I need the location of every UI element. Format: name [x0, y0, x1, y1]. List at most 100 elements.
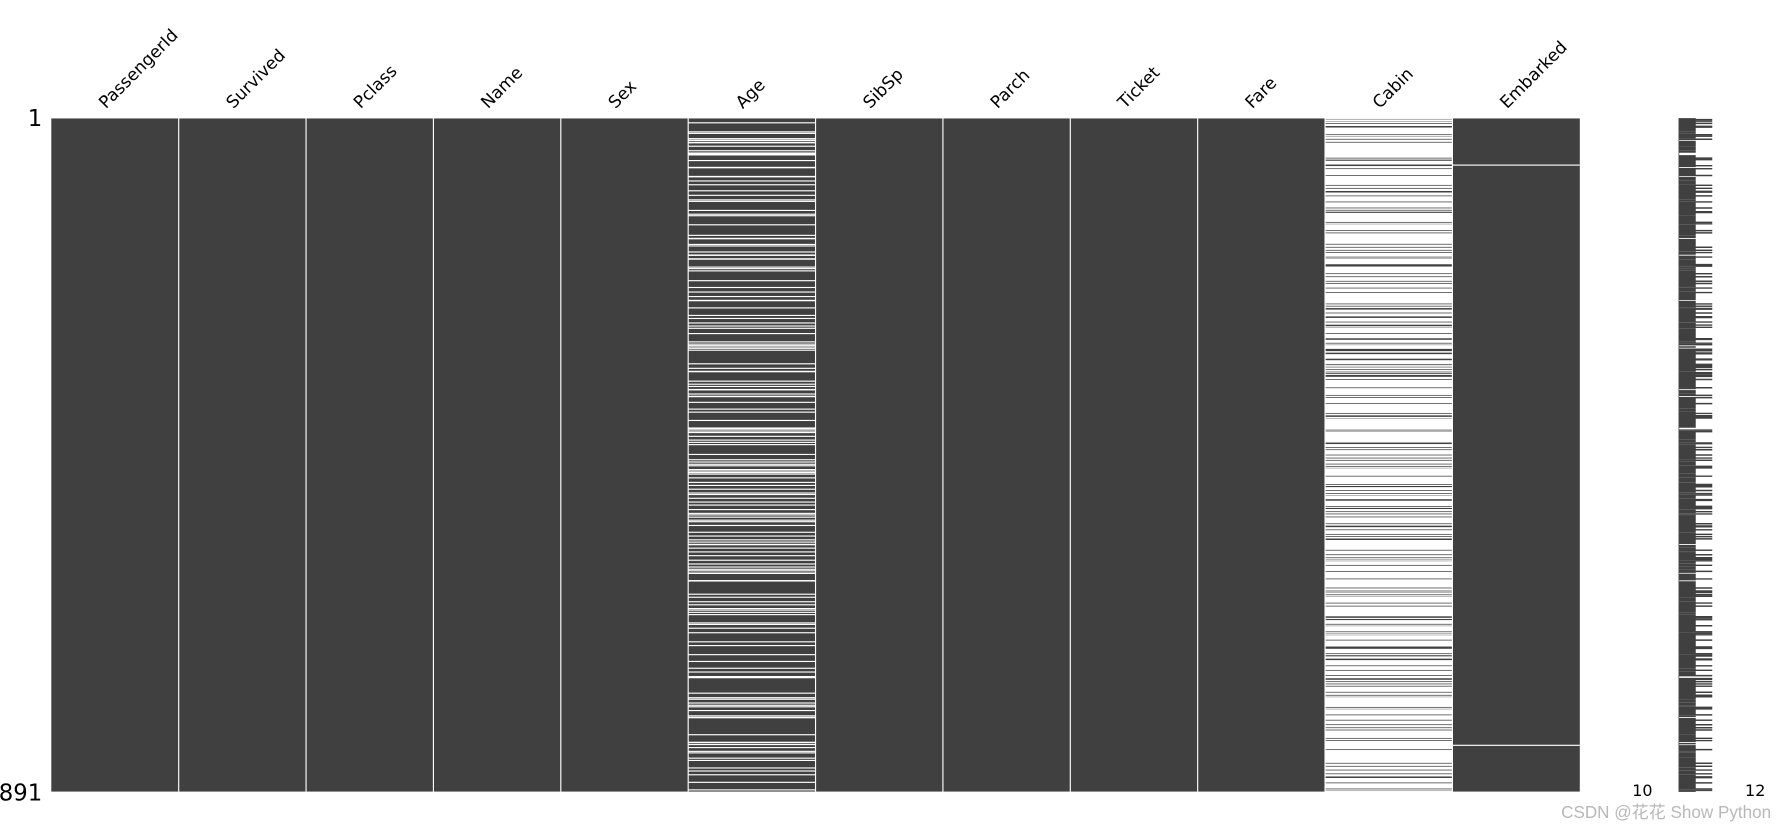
missing-cell: [1325, 345, 1453, 349]
missing-cell: [688, 224, 816, 226]
missing-cell: [688, 317, 816, 320]
missing-cell: [1325, 725, 1453, 728]
missing-cell: [1325, 185, 1453, 188]
missing-cell: [1325, 738, 1453, 741]
missing-cell: [1325, 783, 1453, 789]
missing-cell: [1325, 493, 1453, 496]
missing-cell: [1325, 592, 1453, 595]
missing-cell: [688, 470, 816, 472]
missing-cell: [1325, 339, 1453, 343]
missing-cell: [688, 704, 816, 706]
missing-cell: [688, 757, 816, 759]
column-present: [1452, 118, 1580, 792]
missing-cell: [1325, 476, 1453, 485]
missing-cell: [688, 408, 816, 410]
missing-cell: [1325, 624, 1453, 626]
missing-cell: [1325, 327, 1453, 334]
missing-cell: [688, 150, 816, 152]
missing-cell: [1325, 418, 1453, 430]
column-label: Cabin: [1369, 64, 1418, 113]
missing-cell: [688, 411, 816, 413]
missing-cell: [1325, 540, 1453, 550]
missing-cell: [688, 645, 816, 647]
missing-cell: [688, 245, 816, 247]
missing-cell: [1325, 281, 1453, 284]
missing-cell: [1325, 534, 1453, 537]
missing-cell: [1325, 142, 1453, 158]
missing-cell: [1325, 707, 1453, 709]
missing-cell: [1325, 224, 1453, 231]
missing-cell: [1325, 158, 1453, 160]
missing-cell: [1325, 730, 1453, 738]
missing-cell: [1325, 188, 1453, 191]
missing-cell: [688, 572, 816, 575]
missing-cell: [1325, 210, 1453, 212]
missing-cell: [688, 541, 816, 543]
sparkline-max-label: 12: [1745, 781, 1765, 800]
missing-cell: [1325, 660, 1453, 666]
missing-cell: [1325, 430, 1453, 432]
missing-cell: [688, 504, 816, 506]
missing-cell: [1325, 774, 1453, 777]
missing-cell: [688, 327, 816, 329]
missing-cell: [688, 393, 816, 395]
missing-cell: [688, 514, 816, 516]
missing-cell: [1325, 490, 1453, 494]
missing-cell: [1325, 306, 1453, 309]
missing-cell: [1325, 121, 1453, 123]
missing-cell: [688, 200, 816, 202]
column-label: Fare: [1242, 73, 1282, 113]
missing-cell: [1325, 682, 1453, 684]
missing-cell: [688, 314, 816, 317]
missing-cell: [688, 194, 816, 196]
missing-cell: [1325, 136, 1453, 139]
missing-cell: [1325, 460, 1453, 464]
missing-cell: [1325, 208, 1453, 210]
missing-cell: [1325, 740, 1453, 750]
missing-cell: [688, 343, 816, 345]
missing-cell: [688, 237, 816, 240]
missing-cell: [1325, 789, 1453, 791]
missing-cell: [688, 430, 816, 432]
missing-cell: [1325, 309, 1453, 313]
row-label: 891: [0, 780, 42, 806]
missing-cell: [688, 539, 816, 541]
missing-cell: [1325, 617, 1453, 619]
missing-cell: [688, 697, 816, 699]
missing-cell: [688, 774, 816, 776]
missing-cell: [1325, 684, 1453, 686]
missing-cell: [688, 671, 816, 673]
column-present: [51, 118, 179, 792]
missing-cell: [688, 747, 816, 749]
missing-cell: [1325, 397, 1453, 404]
missing-cell: [1325, 370, 1453, 372]
missing-cell: [1325, 118, 1453, 120]
missing-cell: [688, 459, 816, 461]
missing-cell: [688, 347, 816, 349]
missing-cell: [688, 132, 816, 134]
missing-cell: [1325, 536, 1453, 539]
missing-cell: [1325, 579, 1453, 588]
row-label: 1: [28, 106, 42, 132]
missing-cell: [1325, 559, 1453, 561]
missing-cell: [688, 122, 816, 124]
missing-cell: [688, 759, 816, 761]
missing-cell: [688, 322, 816, 324]
missing-cell: [1325, 333, 1453, 339]
missing-cell: [688, 431, 816, 434]
missing-cell: [688, 641, 816, 643]
missing-cell: [1325, 244, 1453, 247]
missing-cell: [688, 781, 816, 783]
missing-cell: [688, 234, 816, 236]
missing-cell: [1325, 495, 1453, 500]
missing-cell: [1325, 304, 1453, 306]
missing-cell: [688, 493, 816, 496]
missing-cell: [688, 660, 816, 663]
column-present: [1325, 118, 1453, 792]
missing-cell: [688, 266, 816, 268]
missing-cell: [688, 251, 816, 253]
column-label: Pclass: [350, 61, 401, 112]
missing-cell: [1325, 444, 1453, 448]
missing-cell: [1325, 697, 1453, 707]
missing-cell: [1325, 632, 1453, 634]
